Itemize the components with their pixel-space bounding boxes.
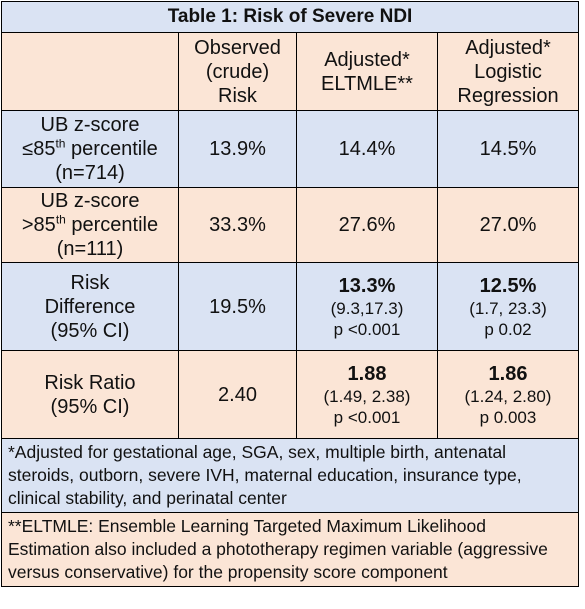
cell: 12.5% (1.7, 23.3) p 0.02 (437, 262, 579, 351)
label-text: (95% CI) (50, 395, 130, 418)
cell: 1.88 (1.49, 2.38) p <0.001 (296, 350, 438, 439)
cell: 13.3% (9.3,17.3) p <0.001 (296, 262, 438, 351)
cell: 14.4% (296, 110, 438, 188)
label-text: >85th percentile (6, 213, 174, 237)
row-label: Risk Ratio (95% CI) (1, 350, 179, 439)
row-label: UB z-score >85th percentile (n=111) (1, 187, 179, 263)
header-cell: Adjusted* Logistic Regression (437, 32, 579, 111)
header-text: Regression (457, 84, 559, 107)
ci: (1.49, 2.38) (323, 386, 411, 406)
header-cell: Adjusted* ELTMLE** (296, 32, 438, 111)
header-text: Risk (218, 84, 257, 107)
label-rest: percentile (65, 214, 159, 236)
estimate: 1.88 (347, 362, 387, 385)
footnote: **ELTMLE: Ensemble Learning Targeted Max… (1, 512, 579, 587)
cell: 14.5% (437, 110, 579, 188)
label-text: UB z-score (40, 190, 140, 212)
label-text: Risk Ratio (44, 371, 136, 394)
label-text: (95% CI) (50, 319, 130, 342)
p-value: p 0.003 (479, 407, 537, 427)
header-text: Logistic (474, 60, 542, 83)
header-text: (crude) (205, 60, 270, 83)
cell: 27.0% (437, 187, 579, 263)
header-empty (1, 32, 179, 111)
label-sup: th (55, 136, 66, 151)
estimate: 13.3% (338, 274, 396, 297)
cell: 13.9% (178, 110, 297, 188)
label-text: (n=714) (55, 162, 125, 184)
table-title: Table 1: Risk of Severe NDI (1, 1, 579, 33)
cell: 2.40 (178, 350, 297, 439)
label-text: (n=111) (56, 238, 124, 260)
label-sup: th (55, 212, 66, 227)
row-label: UB z-score ≤85th percentile (n=714) (1, 110, 179, 188)
estimate: 1.86 (488, 362, 528, 385)
label-text: Difference (44, 295, 136, 318)
cell: 1.86 (1.24, 2.80) p 0.003 (437, 350, 579, 439)
cell: 19.5% (178, 262, 297, 351)
ci: (9.3,17.3) (330, 298, 404, 318)
header-text: Adjusted* (324, 48, 410, 71)
label-text: Risk (70, 271, 110, 294)
row-label: Risk Difference (95% CI) (1, 262, 179, 351)
footnote: *Adjusted for gestational age, SGA, sex,… (1, 438, 579, 513)
p-value: p 0.02 (484, 319, 532, 339)
header-text: Adjusted* (465, 36, 551, 59)
cell: 27.6% (296, 187, 438, 263)
label-rest: percentile (65, 138, 158, 160)
header-text: Observed (194, 36, 281, 59)
risk-table: Table 1: Risk of Severe NDI Observed (cru… (1, 1, 579, 587)
label-bound: ≤85 (22, 138, 56, 160)
label-text: UB z-score (40, 114, 140, 136)
p-value: p <0.001 (333, 407, 401, 427)
ci: (1.24, 2.80) (464, 386, 552, 406)
cell: 33.3% (178, 187, 297, 263)
estimate: 12.5% (479, 274, 537, 297)
header-text: ELTMLE** (321, 72, 413, 95)
header-cell: Observed (crude) Risk (178, 32, 297, 111)
p-value: p <0.001 (333, 319, 401, 339)
label-text: ≤85th percentile (6, 137, 174, 161)
label-bound: >85 (21, 214, 56, 236)
ci: (1.7, 23.3) (469, 298, 547, 318)
